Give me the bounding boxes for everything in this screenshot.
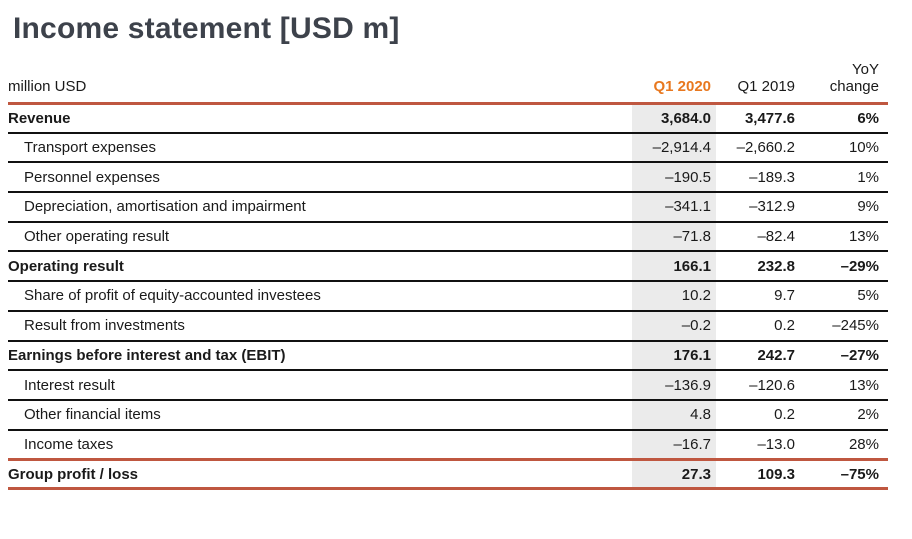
row-label: Personnel expenses — [8, 162, 632, 194]
value-q1-2020: 166.1 — [632, 251, 716, 283]
value-yoy-change: –245% — [800, 310, 888, 342]
value-q1-2019: 0.2 — [716, 310, 800, 342]
value-q1-2019: –82.4 — [716, 221, 800, 253]
row-label: Transport expenses — [8, 132, 632, 164]
row-label: Other financial items — [8, 399, 632, 431]
value-yoy-change: 10% — [800, 132, 888, 164]
value-q1-2020: –190.5 — [632, 162, 716, 194]
unit-label: million USD — [8, 55, 632, 105]
value-q1-2019: 0.2 — [716, 399, 800, 431]
value-q1-2019: 109.3 — [716, 459, 800, 491]
value-q1-2020: 176.1 — [632, 340, 716, 372]
value-q1-2019: 232.8 — [716, 251, 800, 283]
value-q1-2020: 10.2 — [632, 281, 716, 312]
value-q1-2019: –13.0 — [716, 429, 800, 461]
value-q1-2020: –136.9 — [632, 370, 716, 401]
header-row: million USD Q1 2020 Q1 2019 YoY change — [8, 55, 888, 105]
value-q1-2019: 3,477.6 — [716, 103, 800, 134]
row-label: Depreciation, amortisation and impairmen… — [8, 192, 632, 223]
table-row: Revenue 3,684.0 3,477.6 6% — [8, 103, 888, 134]
column-header-q1-2019: Q1 2019 — [716, 55, 800, 105]
column-header-yoy-change: YoY change — [800, 55, 888, 105]
row-label: Group profit / loss — [8, 459, 632, 491]
value-q1-2019: –2,660.2 — [716, 132, 800, 164]
row-label: Interest result — [8, 370, 632, 401]
value-yoy-change: 1% — [800, 162, 888, 194]
table-row: Share of profit of equity-accounted inve… — [8, 281, 888, 312]
value-q1-2019: 9.7 — [716, 281, 800, 312]
table-row: Interest result –136.9 –120.6 13% — [8, 370, 888, 401]
table-row: Transport expenses –2,914.4 –2,660.2 10% — [8, 132, 888, 164]
row-label: Operating result — [8, 251, 632, 283]
value-q1-2020: –71.8 — [632, 221, 716, 253]
value-yoy-change: 6% — [800, 103, 888, 134]
value-q1-2020: 4.8 — [632, 399, 716, 431]
value-yoy-change: 13% — [800, 221, 888, 253]
row-label: Revenue — [8, 103, 632, 134]
value-q1-2020: 27.3 — [632, 459, 716, 491]
yoy-header-line2: change — [829, 77, 879, 95]
page-title: Income statement [USD m] — [13, 12, 400, 45]
table-row: Income taxes –16.7 –13.0 28% — [8, 429, 888, 461]
value-q1-2020: –0.2 — [632, 310, 716, 342]
column-header-q1-2020: Q1 2020 — [632, 55, 716, 105]
value-yoy-change: –27% — [800, 340, 888, 372]
table-row: Group profit / loss 27.3 109.3 –75% — [8, 459, 888, 491]
value-yoy-change: 5% — [800, 281, 888, 312]
row-label: Result from investments — [8, 310, 632, 342]
value-q1-2019: –120.6 — [716, 370, 800, 401]
value-yoy-change: –29% — [800, 251, 888, 283]
value-q1-2020: 3,684.0 — [632, 103, 716, 134]
income-statement-table: million USD Q1 2020 Q1 2019 YoY change R… — [8, 55, 888, 491]
row-label: Share of profit of equity-accounted inve… — [8, 281, 632, 312]
table-row: Depreciation, amortisation and impairmen… — [8, 192, 888, 223]
value-yoy-change: 13% — [800, 370, 888, 401]
table-row: Earnings before interest and tax (EBIT) … — [8, 340, 888, 372]
value-q1-2020: –341.1 — [632, 192, 716, 223]
yoy-header-line1: YoY — [852, 60, 879, 78]
value-q1-2020: –2,914.4 — [632, 132, 716, 164]
row-label: Other operating result — [8, 221, 632, 253]
value-q1-2019: –189.3 — [716, 162, 800, 194]
table-row: Other financial items 4.8 0.2 2% — [8, 399, 888, 431]
value-q1-2020: –16.7 — [632, 429, 716, 461]
value-q1-2019: –312.9 — [716, 192, 800, 223]
value-yoy-change: 28% — [800, 429, 888, 461]
table-row: Result from investments –0.2 0.2 –245% — [8, 310, 888, 342]
row-label: Income taxes — [8, 429, 632, 461]
row-label: Earnings before interest and tax (EBIT) — [8, 340, 632, 372]
slide-page: Income statement [USD m] million USD Q1 … — [0, 11, 912, 539]
table-row: Personnel expenses –190.5 –189.3 1% — [8, 162, 888, 194]
value-yoy-change: –75% — [800, 459, 888, 491]
value-q1-2019: 242.7 — [716, 340, 800, 372]
value-yoy-change: 9% — [800, 192, 888, 223]
value-yoy-change: 2% — [800, 399, 888, 431]
table-row: Other operating result –71.8 –82.4 13% — [8, 221, 888, 253]
table-row: Operating result 166.1 232.8 –29% — [8, 251, 888, 283]
